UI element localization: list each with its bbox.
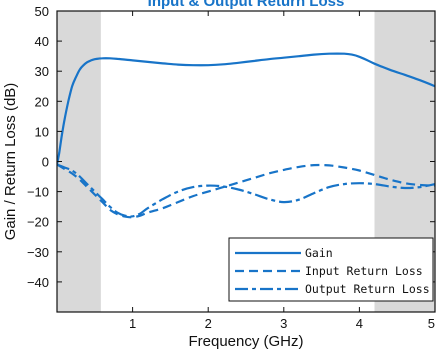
legend-box bbox=[228, 237, 434, 302]
y-tick-label: −40 bbox=[27, 275, 49, 290]
shaded-region-0 bbox=[57, 11, 101, 312]
y-axis-title: Gain / Return Loss (dB) bbox=[2, 83, 19, 241]
x-tick-label: 1 bbox=[129, 316, 136, 331]
legend-label: Input Return Loss bbox=[305, 264, 423, 278]
legend-label: Output Return Loss bbox=[305, 282, 430, 296]
y-tick-label: −20 bbox=[27, 215, 49, 230]
y-tick-label: −10 bbox=[27, 185, 49, 200]
series-line-output-return-loss bbox=[57, 163, 435, 218]
x-axis-title: Frequency (GHz) bbox=[188, 333, 303, 350]
chart-title: Input & Output Return Loss bbox=[148, 0, 345, 10]
legend: Gain Input Return Loss Output Return Loss bbox=[228, 237, 434, 302]
series-line-gain bbox=[57, 52, 435, 165]
y-tick-label: 0 bbox=[42, 155, 49, 170]
y-tick-label: 40 bbox=[35, 34, 49, 49]
x-tick-label: 4 bbox=[356, 316, 363, 331]
x-tick-label: 2 bbox=[205, 316, 212, 331]
series-line-input-return-loss bbox=[57, 163, 435, 219]
x-tick-label: 5 bbox=[428, 316, 435, 331]
x-tick-label: 3 bbox=[280, 316, 287, 331]
y-tick-label: 20 bbox=[35, 94, 49, 109]
y-tick-label: 50 bbox=[35, 4, 49, 19]
y-tick-label: 30 bbox=[35, 64, 49, 79]
series-layer bbox=[57, 52, 435, 219]
y-tick-label: −30 bbox=[27, 245, 49, 260]
axis-ticks: 50 40 30 20 10 0 −10 −20 −30 −40 1 2 3 4 5 bbox=[27, 4, 436, 331]
y-tick-label: 10 bbox=[35, 124, 49, 139]
legend-label: Gain bbox=[305, 246, 333, 260]
